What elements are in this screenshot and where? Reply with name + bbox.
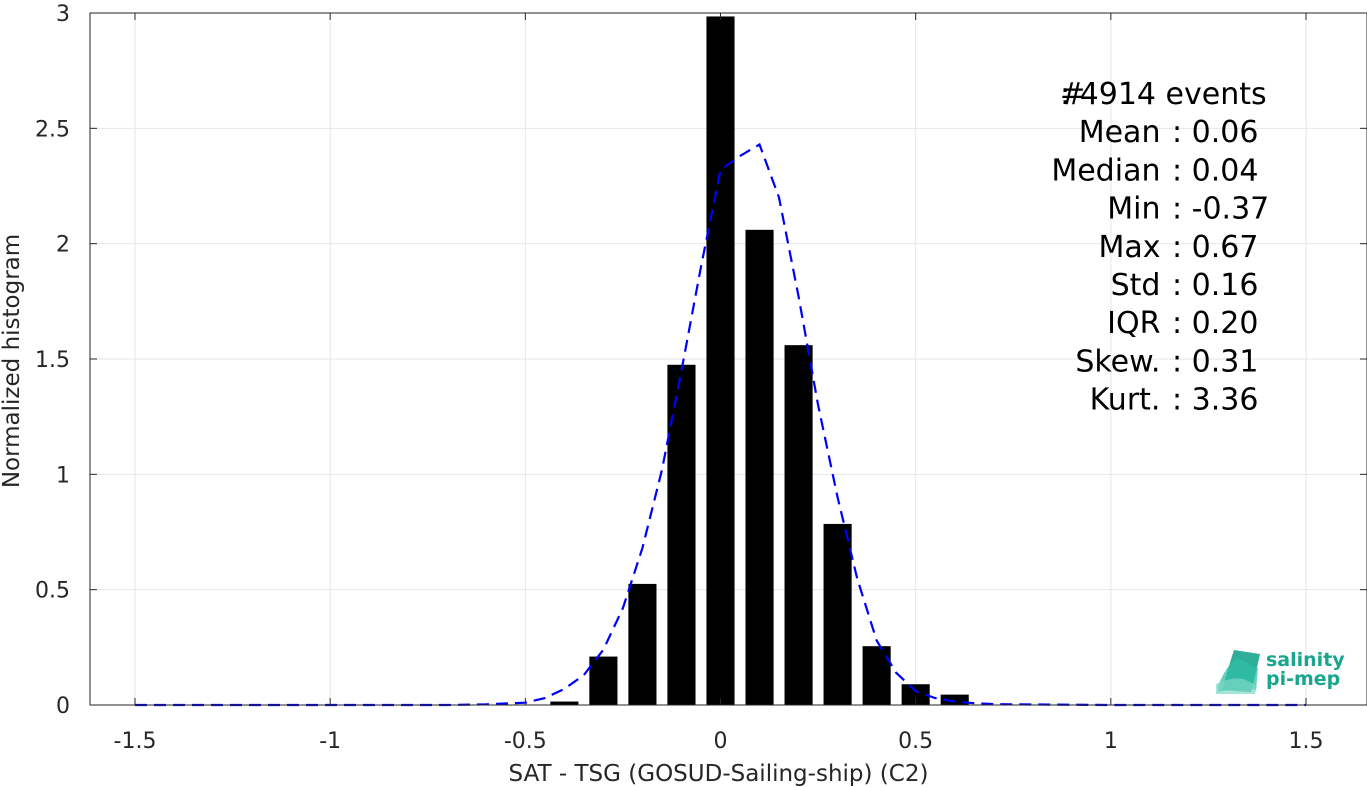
y-tick-label: 2: [56, 233, 70, 258]
x-tick-label: -1: [319, 729, 341, 754]
stat-value: : 0.06: [1172, 115, 1258, 150]
stat-value: : 0.04: [1172, 153, 1258, 188]
x-tick-label: 1: [1104, 729, 1118, 754]
stat-value: : 3.36: [1172, 383, 1258, 418]
histogram-bar: [823, 523, 852, 705]
x-axis-ticks: -1.5 -1 -0.5 0 0.5 1 1.5: [114, 13, 1324, 754]
histogram-bar: [784, 345, 813, 705]
stat-value: : 0.20: [1172, 306, 1258, 341]
wave-logo-icon: [1216, 650, 1260, 694]
y-axis-ticks: 0 0.5 1 1.5 2 2.5 3: [35, 2, 1367, 719]
stat-key: Max: [1098, 230, 1170, 265]
stat-key: Mean: [1079, 115, 1170, 150]
y-tick-label: 2.5: [35, 117, 70, 142]
stat-value: : 0.67: [1172, 230, 1258, 265]
histogram-bar: [862, 646, 891, 705]
logo-text-pimep: pi-mep: [1266, 668, 1340, 690]
stat-key: Median: [1051, 153, 1170, 188]
x-axis-label: SAT - TSG (GOSUD-Sailing-ship) (C2): [509, 761, 929, 787]
stat-key: #: [1060, 77, 1104, 112]
y-tick-label: 1.5: [35, 348, 70, 373]
stat-key: Kurt.: [1090, 383, 1170, 418]
stat-key: Skew.: [1075, 344, 1170, 379]
stat-key: Min: [1107, 192, 1170, 227]
histogram-bar: [550, 701, 579, 705]
y-tick-label: 0: [56, 694, 70, 719]
x-tick-label: -0.5: [504, 729, 547, 754]
stat-key: IQR: [1107, 306, 1170, 341]
x-tick-label: 1.5: [1289, 729, 1324, 754]
histogram-bar: [706, 16, 735, 705]
stat-value: : -0.37: [1172, 192, 1269, 227]
x-tick-label: 0.5: [898, 729, 933, 754]
x-tick-label: 0: [714, 729, 728, 754]
y-tick-label: 3: [56, 2, 70, 27]
stat-value: : 0.16: [1172, 268, 1258, 303]
salinity-pimep-logo: salinity pi-mep: [1216, 649, 1345, 694]
logo-text-salinity: salinity: [1266, 649, 1345, 671]
stat-value: : 0.31: [1172, 344, 1258, 379]
fit-curve: [135, 142, 1306, 707]
histogram-bar: [628, 583, 657, 705]
histogram-bar: [589, 656, 618, 705]
y-tick-label: 0.5: [35, 579, 70, 604]
x-tick-label: -1.5: [114, 729, 157, 754]
y-axis-label: Normalized histogram: [0, 234, 25, 488]
histogram-bar: [940, 694, 969, 705]
stat-key: Std: [1111, 268, 1170, 303]
stat-value: : 4914 events: [1060, 77, 1267, 112]
histogram-bar: [745, 229, 774, 705]
histogram-bars: [550, 16, 969, 705]
histogram-bar: [901, 684, 930, 705]
y-tick-label: 1: [56, 463, 70, 488]
